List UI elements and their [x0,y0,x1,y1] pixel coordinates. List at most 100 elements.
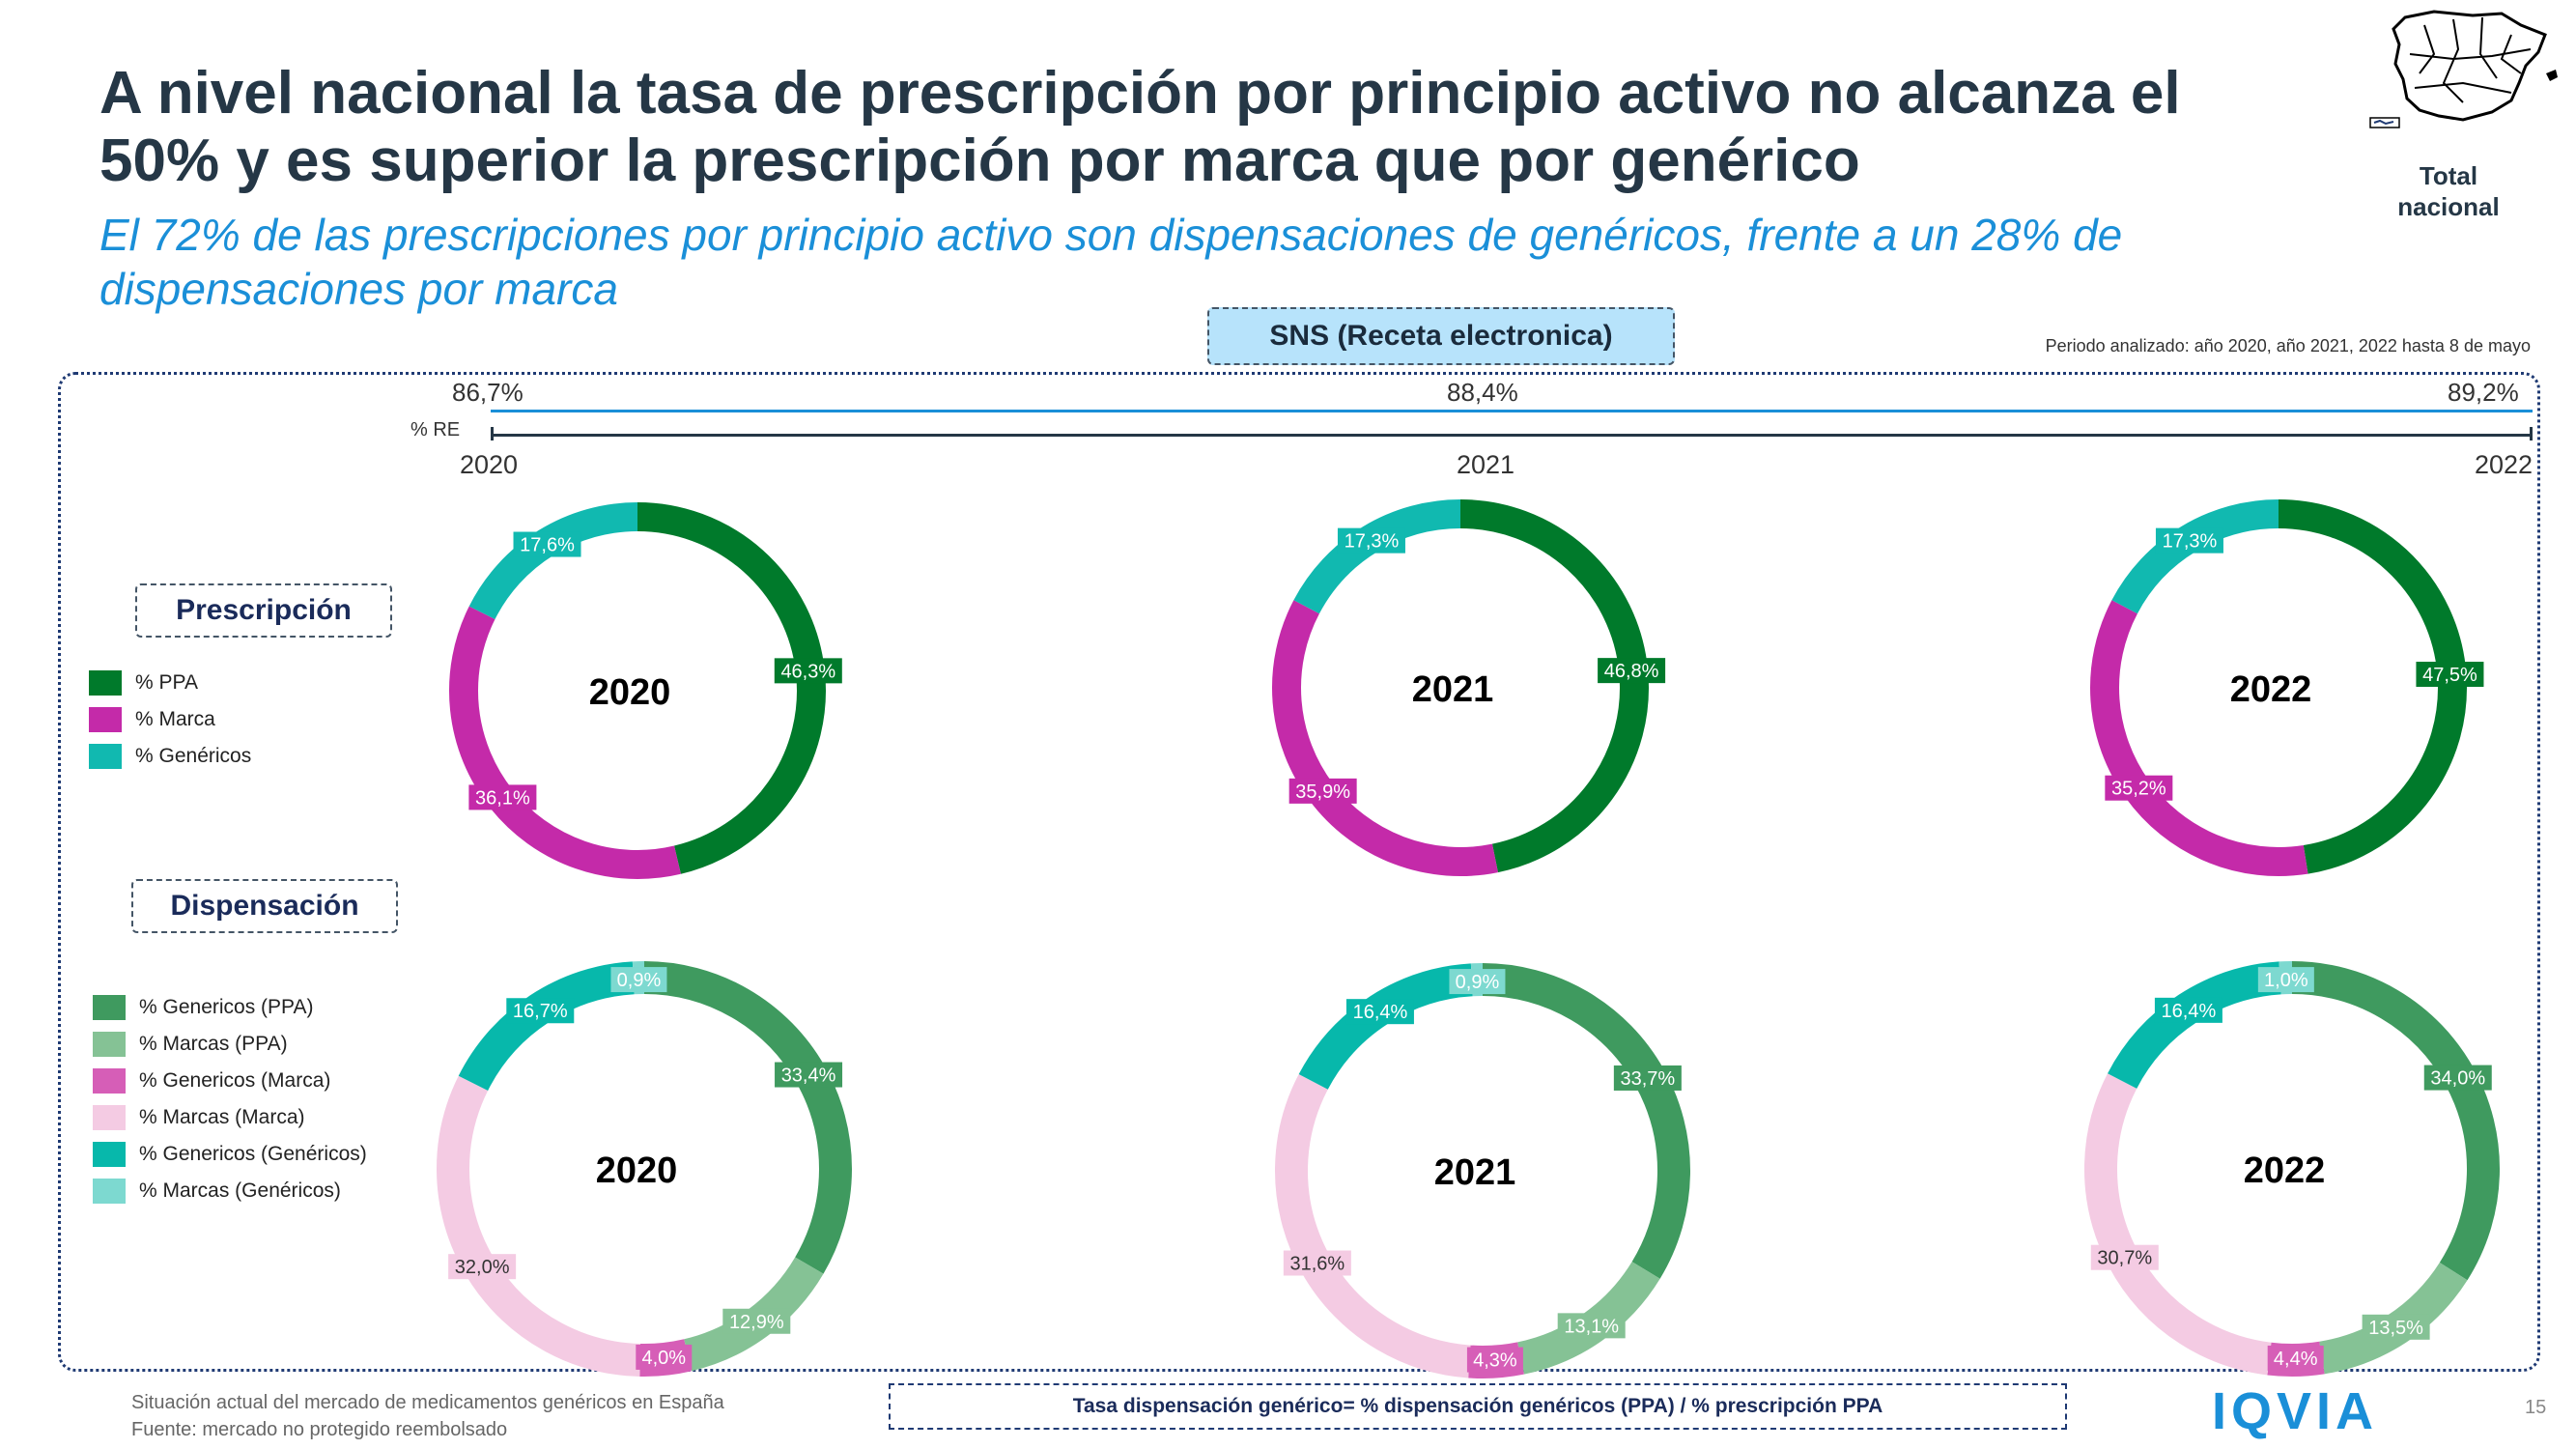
legend-item: % Marcas (PPA) [93,1026,367,1063]
legend-label: % PPA [135,671,198,694]
data-label-bg [1288,778,1357,804]
donut-chart-dispensación-2021: 33,7% 13,1% 4,3% 31,6% 16,4% 0,9% 2021 [1275,963,1690,1378]
data-label: 35,2% [2111,779,2166,800]
data-label: 17,3% [2163,531,2218,553]
period-note: Periodo analizado: año 2020, año 2021, 2… [2045,336,2531,355]
page-subtitle: El 72% de las prescripciones por princip… [99,208,2350,316]
legend-label: % Marcas (Marca) [139,1106,305,1128]
donut-chart-prescripción-2021: 46,8% 35,9% 17,3% 2021 [1272,499,1666,876]
data-label: 31,6% [1289,1254,1345,1275]
legend-item: % Marca [89,701,251,738]
data-label: 17,3% [1345,531,1400,553]
data-label: 0,9% [1456,972,1500,993]
data-label: 12,9% [729,1312,784,1333]
data-label: 34,0% [2430,1068,2485,1090]
data-label: 35,9% [1295,781,1350,803]
footer-line-1: Situación actual del mercado de medicame… [131,1392,724,1413]
data-label-bg [2267,1345,2324,1371]
data-label: 33,4% [781,1065,836,1087]
re-pct-2020: 86,7% [452,378,524,407]
year-label-2021: 2021 [1457,450,1515,479]
donut-slice [1272,600,1498,876]
data-label-bg [774,658,842,684]
data-label-bg [1337,527,1405,554]
data-label-bg [1345,999,1414,1025]
region-label: Total nacional [2397,161,2500,221]
donut-slice [468,502,638,620]
legend-label: % Genéricos [135,745,252,767]
donut-slice [1293,499,1461,614]
donut-slice [458,961,636,1092]
data-label-bg [506,998,575,1024]
re-line [491,410,2533,412]
donut-slice [1298,963,1474,1091]
legend-swatch [93,1142,126,1167]
data-label-bg [2362,1314,2430,1340]
legend-dispensacion: % Genericos (PPA) % Marcas (PPA) % Gener… [93,989,367,1209]
data-label-bg [2155,527,2223,554]
data-label: 46,8% [1604,661,1659,682]
legend-swatch [93,995,126,1020]
legend-swatch [89,707,122,732]
donut-slice [2108,961,2281,1090]
legend-swatch [89,670,122,696]
legend-swatch [89,744,122,769]
data-label-bg [636,1344,693,1370]
data-label-bg [1613,1065,1682,1091]
donut-chart-dispensación-2022: 34,0% 13,5% 4,4% 30,7% 16,4% 1,0% 2022 [2084,960,2500,1377]
data-label: 47,5% [2422,665,2477,686]
data-label-bg [722,1308,791,1334]
data-label: 16,4% [1353,1002,1408,1023]
data-label: 4,3% [1473,1350,1517,1372]
year-tick [491,427,494,440]
data-label: 46,3% [780,661,835,682]
data-label-bg [2090,1244,2159,1270]
re-axis-label: % RE [410,419,461,440]
data-label-bg [2257,967,2314,993]
donut-slice [1275,1074,1471,1378]
legend-item: % PPA [89,665,251,701]
donut-center-year: 2021 [1412,669,1494,710]
legend-prescripcion: % PPA % Marca % Genéricos [89,665,251,775]
footer-notes: Situación actual del mercado de medicame… [131,1389,724,1443]
legend-label: % Marcas (PPA) [139,1033,288,1055]
donut-chart-dispensación-2020: 33,4% 12,9% 4,0% 32,0% 16,7% 0,9% 2020 [437,961,852,1377]
data-label-bg [1283,1250,1351,1276]
data-label: 16,4% [2162,1001,2217,1022]
legend-item: % Genericos (Genéricos) [93,1136,367,1173]
donut-slice [2084,1073,2272,1376]
data-label: 17,6% [520,535,575,556]
data-label: 13,5% [2368,1318,2423,1339]
data-label: 0,9% [617,970,662,991]
brand-name: IQVIA [2212,1382,2379,1440]
donut-slice [2090,600,2308,876]
data-label-bg [513,531,581,557]
donut-slice [1482,963,1690,1279]
data-label-bg [2416,662,2484,688]
legend-swatch [93,1032,126,1057]
legend-swatch [93,1105,126,1130]
donut-slice [2111,499,2279,614]
data-label-bg [1598,658,1666,684]
year-label-2020: 2020 [460,450,519,479]
data-label: 4,0% [642,1348,687,1369]
formula-box: Tasa dispensación genérico= % dispensaci… [889,1383,2067,1430]
section-dispensacion: Dispensación [131,879,398,933]
subtitle-line-2: dispensaciones por marca [99,264,618,314]
donut-center-year: 2020 [596,1151,678,1191]
title-line-1: A nivel nacional la tasa de prescripción… [99,60,2181,127]
page-title: A nivel nacional la tasa de prescripción… [99,60,2350,195]
data-label-bg [2423,1065,2492,1091]
legend-label: % Genericos (PPA) [139,996,314,1018]
legend-item: % Genericos (Marca) [93,1063,367,1099]
data-label-bg [1449,969,1506,995]
data-label: 13,1% [1564,1316,1619,1337]
data-label: 30,7% [2097,1248,2152,1269]
re-pct-2022: 89,2% [2448,378,2519,407]
data-label-bg [448,1254,517,1280]
donut-slice [643,961,852,1274]
page-number: 15 [2525,1397,2547,1418]
subtitle-line-1: El 72% de las prescripciones por princip… [99,210,2123,260]
data-label-bg [2154,997,2222,1023]
